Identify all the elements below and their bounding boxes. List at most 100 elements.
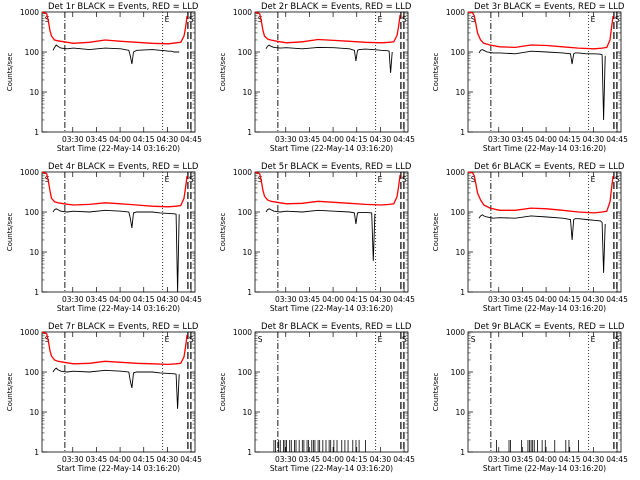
- y-tick-label: 1000: [446, 168, 465, 177]
- y-axis-label: Counts/sec: [432, 213, 440, 252]
- panel-7: Det 7r BLACK = Events, RED = LLD 1 10 100 10…: [6, 322, 202, 473]
- panel-9: Det 9r BLACK = Events, RED = LLD 1 10 100 10…: [432, 322, 628, 473]
- series-lld-line: [41, 11, 188, 45]
- marker-label: S: [258, 175, 263, 184]
- plot-frame: [467, 331, 622, 453]
- y-tick-label: 10: [455, 408, 465, 417]
- y-tick-label: 10: [242, 88, 252, 97]
- plot-frame: [254, 11, 409, 133]
- y-axis-label: Counts/sec: [6, 373, 14, 412]
- y-axis-label: Counts/sec: [432, 373, 440, 412]
- x-tick-label: 03:45: [299, 295, 321, 304]
- x-tick-label: 03:30: [275, 455, 297, 464]
- x-tick-label: 03:45: [86, 455, 108, 464]
- x-tick-label: 04:45: [180, 135, 202, 144]
- plot-frame: [41, 171, 196, 293]
- y-tick-label: 1000: [233, 328, 252, 337]
- x-tick-label: 03:45: [299, 135, 321, 144]
- x-tick-label: 04:30: [370, 295, 392, 304]
- x-tick-label: 04:00: [322, 295, 344, 304]
- x-tick-label: 04:45: [393, 455, 415, 464]
- marker-label: E: [165, 175, 170, 184]
- plot-frame: [41, 331, 196, 453]
- series-events-line: [52, 208, 180, 293]
- marker-label: S: [471, 335, 476, 344]
- y-tick-label: 1000: [20, 8, 39, 17]
- x-axis-label: Start Time (22-May-14 03:16:20): [270, 464, 393, 473]
- marker-label: S: [615, 335, 620, 344]
- marker-label: E: [165, 335, 170, 344]
- x-tick-label: 03:45: [512, 295, 534, 304]
- x-tick-label: 03:30: [488, 135, 510, 144]
- panel-title: Det 6r BLACK = Events, RED = LLD: [474, 162, 625, 172]
- marker-label: S: [45, 15, 50, 24]
- x-tick-label: 04:15: [559, 135, 581, 144]
- plot-frame: [467, 171, 622, 293]
- series-events-line: [52, 44, 180, 65]
- series-events-line: [478, 49, 606, 121]
- y-axis-label: Counts/sec: [6, 213, 14, 252]
- marker-label: S: [45, 335, 50, 344]
- x-tick-label: 03:30: [275, 135, 297, 144]
- panel-title: Det 1r BLACK = Events, RED = LLD: [48, 2, 199, 12]
- marker-label: E: [378, 15, 383, 24]
- x-tick-label: 04:30: [583, 295, 605, 304]
- marker-label: E: [591, 175, 596, 184]
- x-tick-label: 04:15: [346, 295, 368, 304]
- x-tick-label: 04:45: [393, 135, 415, 144]
- panel-title: Det 3r BLACK = Events, RED = LLD: [474, 2, 625, 12]
- series-lld-line: [41, 331, 188, 366]
- marker-label: E: [378, 175, 383, 184]
- panel-2: Det 2r BLACK = Events, RED = LLD 1 10 100 10…: [219, 2, 415, 153]
- panel-3: Det 3r BLACK = Events, RED = LLD 1 10 100 10…: [432, 2, 628, 153]
- series-events-line: [478, 214, 606, 273]
- y-tick-label: 10: [242, 408, 252, 417]
- x-tick-label: 03:30: [62, 455, 84, 464]
- x-tick-label: 04:15: [346, 455, 368, 464]
- marker-label: E: [591, 335, 596, 344]
- x-tick-label: 03:45: [512, 135, 534, 144]
- x-axis-label: Start Time (22-May-14 03:16:20): [57, 464, 180, 473]
- panel-title: Det 9r BLACK = Events, RED = LLD: [474, 322, 625, 332]
- y-tick-label: 100: [451, 208, 466, 217]
- y-tick-label: 10: [455, 248, 465, 257]
- panel-8: Det 8r BLACK = Events, RED = LLD 1 10 100 10…: [219, 322, 415, 473]
- x-tick-label: 04:00: [322, 455, 344, 464]
- x-axis-label: Start Time (22-May-14 03:16:20): [270, 304, 393, 313]
- series-events-line: [52, 367, 180, 409]
- x-tick-label: 04:45: [180, 295, 202, 304]
- x-tick-label: 03:45: [86, 135, 108, 144]
- x-tick-label: 04:00: [322, 135, 344, 144]
- y-tick-label: 1: [247, 128, 252, 137]
- x-tick-label: 04:45: [606, 135, 628, 144]
- x-tick-label: 04:15: [133, 295, 155, 304]
- x-tick-label: 04:45: [606, 455, 628, 464]
- x-axis-label: Start Time (22-May-14 03:16:20): [483, 464, 606, 473]
- x-tick-label: 03:30: [488, 295, 510, 304]
- x-tick-label: 03:30: [62, 135, 84, 144]
- x-tick-label: 03:45: [299, 455, 321, 464]
- x-axis-label: Start Time (22-May-14 03:16:20): [57, 144, 180, 153]
- y-tick-label: 100: [25, 208, 40, 217]
- x-tick-label: 03:30: [275, 295, 297, 304]
- y-tick-label: 1: [34, 448, 39, 457]
- panel-title: Det 2r BLACK = Events, RED = LLD: [261, 2, 412, 12]
- x-axis-label: Start Time (22-May-14 03:16:20): [270, 144, 393, 153]
- y-tick-label: 100: [25, 48, 40, 57]
- x-tick-label: 04:15: [133, 135, 155, 144]
- series-lld-line: [41, 171, 188, 208]
- y-axis-label: Counts/sec: [219, 213, 227, 252]
- y-tick-label: 10: [29, 88, 39, 97]
- y-tick-label: 1: [34, 288, 39, 297]
- y-tick-label: 1000: [20, 328, 39, 337]
- panel-title: Det 7r BLACK = Events, RED = LLD: [48, 322, 199, 332]
- x-tick-label: 04:30: [370, 135, 392, 144]
- x-tick-label: 03:30: [488, 455, 510, 464]
- panel-title: Det 4r BLACK = Events, RED = LLD: [48, 162, 199, 172]
- y-tick-label: 100: [451, 48, 466, 57]
- y-tick-label: 100: [238, 48, 253, 57]
- x-tick-label: 03:30: [62, 295, 84, 304]
- marker-label: S: [471, 15, 476, 24]
- y-axis-label: Counts/sec: [432, 53, 440, 92]
